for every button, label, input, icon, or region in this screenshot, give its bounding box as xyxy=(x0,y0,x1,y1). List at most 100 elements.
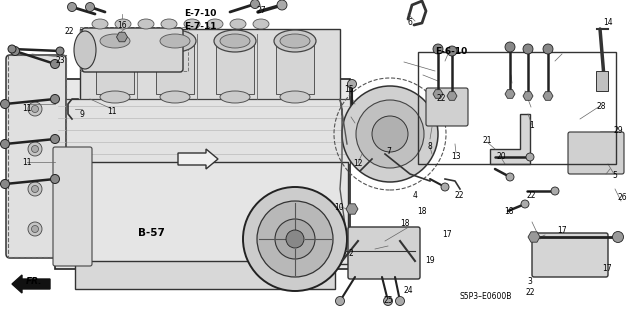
Ellipse shape xyxy=(214,30,256,52)
Circle shape xyxy=(56,47,64,55)
Bar xyxy=(80,29,340,104)
FancyBboxPatch shape xyxy=(426,88,468,126)
Text: 18: 18 xyxy=(400,219,409,228)
Bar xyxy=(58,99,350,164)
Text: 14: 14 xyxy=(603,18,613,27)
Text: 13: 13 xyxy=(451,152,461,161)
Circle shape xyxy=(505,42,515,52)
Polygon shape xyxy=(433,90,443,98)
FancyArrow shape xyxy=(178,149,218,169)
Circle shape xyxy=(526,153,534,161)
Circle shape xyxy=(372,116,408,152)
Ellipse shape xyxy=(230,19,246,29)
Ellipse shape xyxy=(274,30,316,52)
Bar xyxy=(75,261,335,289)
Circle shape xyxy=(243,187,347,291)
Bar xyxy=(60,162,348,264)
Ellipse shape xyxy=(280,34,310,48)
Text: 22: 22 xyxy=(525,288,534,297)
Circle shape xyxy=(286,230,304,248)
Circle shape xyxy=(28,182,42,196)
Polygon shape xyxy=(116,32,127,42)
Ellipse shape xyxy=(253,19,269,29)
Circle shape xyxy=(348,79,356,88)
Bar xyxy=(596,71,608,91)
Ellipse shape xyxy=(161,19,177,29)
FancyBboxPatch shape xyxy=(55,79,350,269)
FancyBboxPatch shape xyxy=(82,28,183,72)
Circle shape xyxy=(1,100,10,108)
Text: 17: 17 xyxy=(442,230,452,239)
Text: 17: 17 xyxy=(602,264,612,273)
Polygon shape xyxy=(447,92,457,100)
Text: 24: 24 xyxy=(403,286,413,295)
Circle shape xyxy=(1,139,10,149)
Ellipse shape xyxy=(115,19,131,29)
FancyBboxPatch shape xyxy=(532,233,608,277)
Text: 3: 3 xyxy=(527,277,532,286)
Text: 22: 22 xyxy=(437,94,446,103)
Text: 25: 25 xyxy=(383,296,393,305)
Bar xyxy=(8,55,66,257)
Text: 22: 22 xyxy=(65,27,74,36)
Polygon shape xyxy=(523,92,533,100)
Circle shape xyxy=(506,173,514,181)
Circle shape xyxy=(31,145,38,152)
Circle shape xyxy=(10,47,19,56)
Text: 12: 12 xyxy=(354,159,363,168)
Circle shape xyxy=(543,44,553,54)
Text: 11: 11 xyxy=(22,158,31,167)
Circle shape xyxy=(67,3,77,11)
Circle shape xyxy=(250,0,259,9)
Circle shape xyxy=(51,135,60,144)
Circle shape xyxy=(523,44,533,54)
Bar xyxy=(156,44,194,94)
Text: 22: 22 xyxy=(527,191,536,200)
Bar xyxy=(80,27,188,71)
Bar xyxy=(96,44,134,94)
FancyBboxPatch shape xyxy=(348,227,420,279)
Text: 19: 19 xyxy=(425,256,435,265)
Ellipse shape xyxy=(74,31,96,69)
Text: E-7-10: E-7-10 xyxy=(184,9,217,18)
Text: 1: 1 xyxy=(529,121,534,130)
Text: FR.: FR. xyxy=(26,277,42,286)
Circle shape xyxy=(31,186,38,192)
Circle shape xyxy=(612,232,623,242)
Text: E-7-11: E-7-11 xyxy=(184,22,217,31)
Text: 11: 11 xyxy=(108,107,116,116)
Circle shape xyxy=(51,174,60,183)
Polygon shape xyxy=(543,92,553,100)
Circle shape xyxy=(28,222,42,236)
Circle shape xyxy=(335,296,344,306)
Circle shape xyxy=(31,226,38,233)
Text: 29: 29 xyxy=(613,126,623,135)
Circle shape xyxy=(342,86,438,182)
Ellipse shape xyxy=(160,34,190,48)
Ellipse shape xyxy=(220,91,250,103)
FancyBboxPatch shape xyxy=(53,147,92,266)
Text: 10: 10 xyxy=(334,203,344,212)
FancyBboxPatch shape xyxy=(6,55,66,258)
Ellipse shape xyxy=(92,19,108,29)
Text: E-6-10: E-6-10 xyxy=(435,47,467,56)
Text: 16: 16 xyxy=(116,21,127,30)
Ellipse shape xyxy=(100,91,130,103)
Text: 17: 17 xyxy=(557,226,567,235)
Text: 22: 22 xyxy=(455,191,464,200)
Text: 8: 8 xyxy=(428,142,433,151)
Bar xyxy=(418,52,616,164)
Text: 2: 2 xyxy=(348,249,353,258)
Circle shape xyxy=(8,45,16,53)
Text: 15: 15 xyxy=(344,85,354,94)
Circle shape xyxy=(396,296,404,306)
Text: B-57: B-57 xyxy=(138,228,164,238)
Text: S5P3–E0600B: S5P3–E0600B xyxy=(460,292,512,300)
Polygon shape xyxy=(505,90,515,98)
FancyBboxPatch shape xyxy=(568,132,624,174)
Text: 21: 21 xyxy=(483,137,492,145)
Ellipse shape xyxy=(154,30,196,52)
Ellipse shape xyxy=(280,91,310,103)
Ellipse shape xyxy=(207,19,223,29)
Circle shape xyxy=(275,219,315,259)
